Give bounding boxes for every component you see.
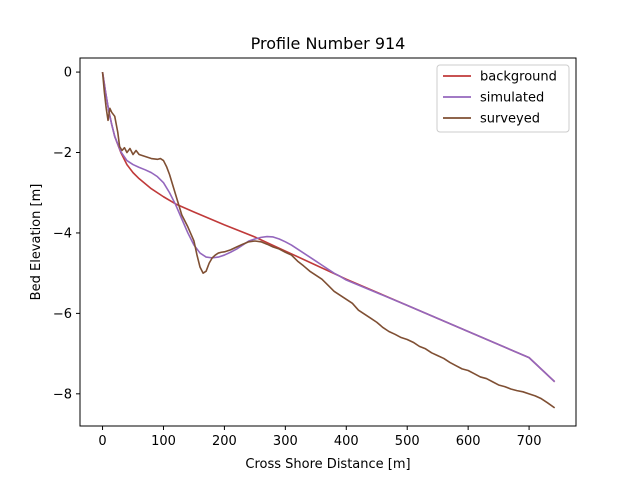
y-axis-label: Bed Elevation [m] [29,184,44,301]
x-tick-label: 300 [273,434,298,449]
x-tick-label: 600 [456,434,481,449]
legend-label: surveyed [480,112,540,127]
series-line-simulated [101,71,556,383]
legend-label: background [480,70,557,85]
legend-label: simulated [480,91,544,106]
x-tick-label: 700 [517,434,542,449]
legend-box [436,64,570,133]
y-tick-label: −8 [53,387,72,402]
y-tick-label: −4 [53,226,72,241]
chart-title: Profile Number 914 [251,34,406,53]
plot-frame [79,57,577,427]
x-tick-label: 400 [334,434,359,449]
legend: background simulated surveyed [436,64,570,133]
x-tick-label: 500 [395,434,420,449]
y-tick-label: −6 [53,307,72,322]
x-tick-label: 100 [151,434,176,449]
plot-lines [101,71,556,409]
x-tick-label: 200 [212,434,237,449]
series-line-surveyed [101,72,556,409]
y-tick-label: −2 [53,146,72,161]
x-axis-label: Cross Shore Distance [m] [245,457,410,472]
y-tick-label: 0 [64,66,72,81]
x-tick-label: 0 [98,434,106,449]
y-axis: 0 −2 −4 −6 −8 [53,66,80,402]
x-axis: 0 100 200 300 400 500 600 700 [98,426,541,449]
